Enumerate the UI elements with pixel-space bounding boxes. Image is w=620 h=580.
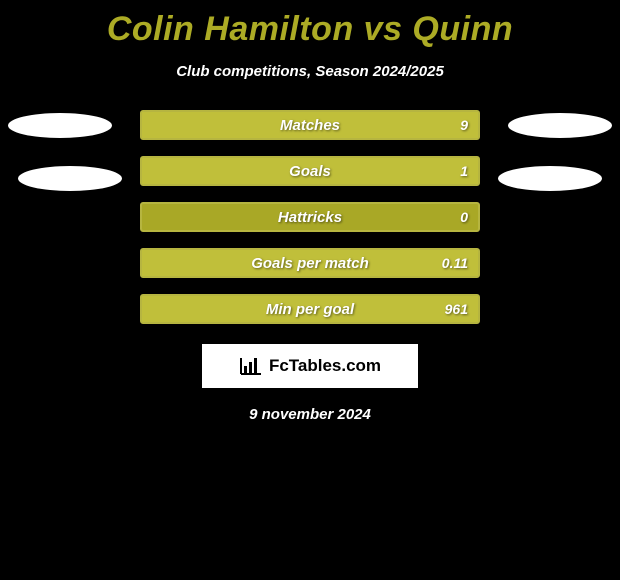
stats-area: Matches 9 Goals 1 Hattricks 0 Goals per … — [0, 110, 620, 423]
stat-row-goals-per-match: Goals per match 0.11 — [140, 248, 480, 278]
stat-row-matches: Matches 9 — [140, 110, 480, 140]
avatar-placeholder-left-top — [8, 113, 112, 138]
stat-label: Goals per match — [142, 250, 478, 276]
avatar-placeholder-left-bottom — [18, 166, 122, 191]
stat-value: 9 — [460, 112, 468, 138]
stat-row-hattricks: Hattricks 0 — [140, 202, 480, 232]
stat-value: 1 — [460, 158, 468, 184]
brand-text: FcTables.com — [269, 356, 381, 376]
stat-label: Min per goal — [142, 296, 478, 322]
brand-box[interactable]: FcTables.com — [202, 344, 418, 388]
stat-value: 0 — [460, 204, 468, 230]
stat-value: 961 — [445, 296, 468, 322]
stat-label: Goals — [142, 158, 478, 184]
bar-chart-icon — [239, 356, 263, 376]
stat-label: Matches — [142, 112, 478, 138]
date-line: 9 november 2024 — [0, 406, 620, 423]
avatar-placeholder-right-bottom — [498, 166, 602, 191]
stat-label: Hattricks — [142, 204, 478, 230]
avatar-placeholder-right-top — [508, 113, 612, 138]
stat-row-min-per-goal: Min per goal 961 — [140, 294, 480, 324]
stat-row-goals: Goals 1 — [140, 156, 480, 186]
page-subtitle: Club competitions, Season 2024/2025 — [0, 63, 620, 80]
stat-value: 0.11 — [442, 250, 468, 276]
page-title: Colin Hamilton vs Quinn — [0, 0, 620, 49]
